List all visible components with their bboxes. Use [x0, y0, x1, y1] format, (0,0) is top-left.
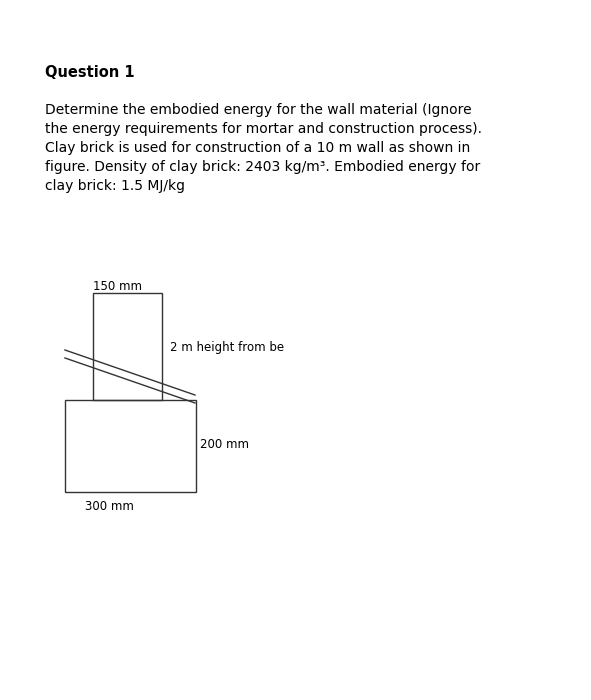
Text: 2 m height from be: 2 m height from be [170, 342, 284, 354]
Text: Determine the embodied energy for the wall material (Ignore: Determine the embodied energy for the wa… [45, 103, 472, 117]
Text: clay brick: 1.5 MJ/kg: clay brick: 1.5 MJ/kg [45, 179, 185, 193]
Text: the energy requirements for mortar and construction process).: the energy requirements for mortar and c… [45, 122, 482, 136]
Bar [65, 400, 196, 492]
Text: 200 mm: 200 mm [200, 438, 249, 452]
Text: Clay brick is used for construction of a 10 m wall as shown in: Clay brick is used for construction of a… [45, 141, 470, 155]
Text: Question 1: Question 1 [45, 65, 135, 80]
Bar [93, 293, 162, 400]
Text: figure. Density of clay brick: 2403 kg/m³. Embodied energy for: figure. Density of clay brick: 2403 kg/m… [45, 160, 480, 174]
Text: 300 mm: 300 mm [85, 500, 134, 513]
Text: 150 mm: 150 mm [93, 280, 142, 293]
